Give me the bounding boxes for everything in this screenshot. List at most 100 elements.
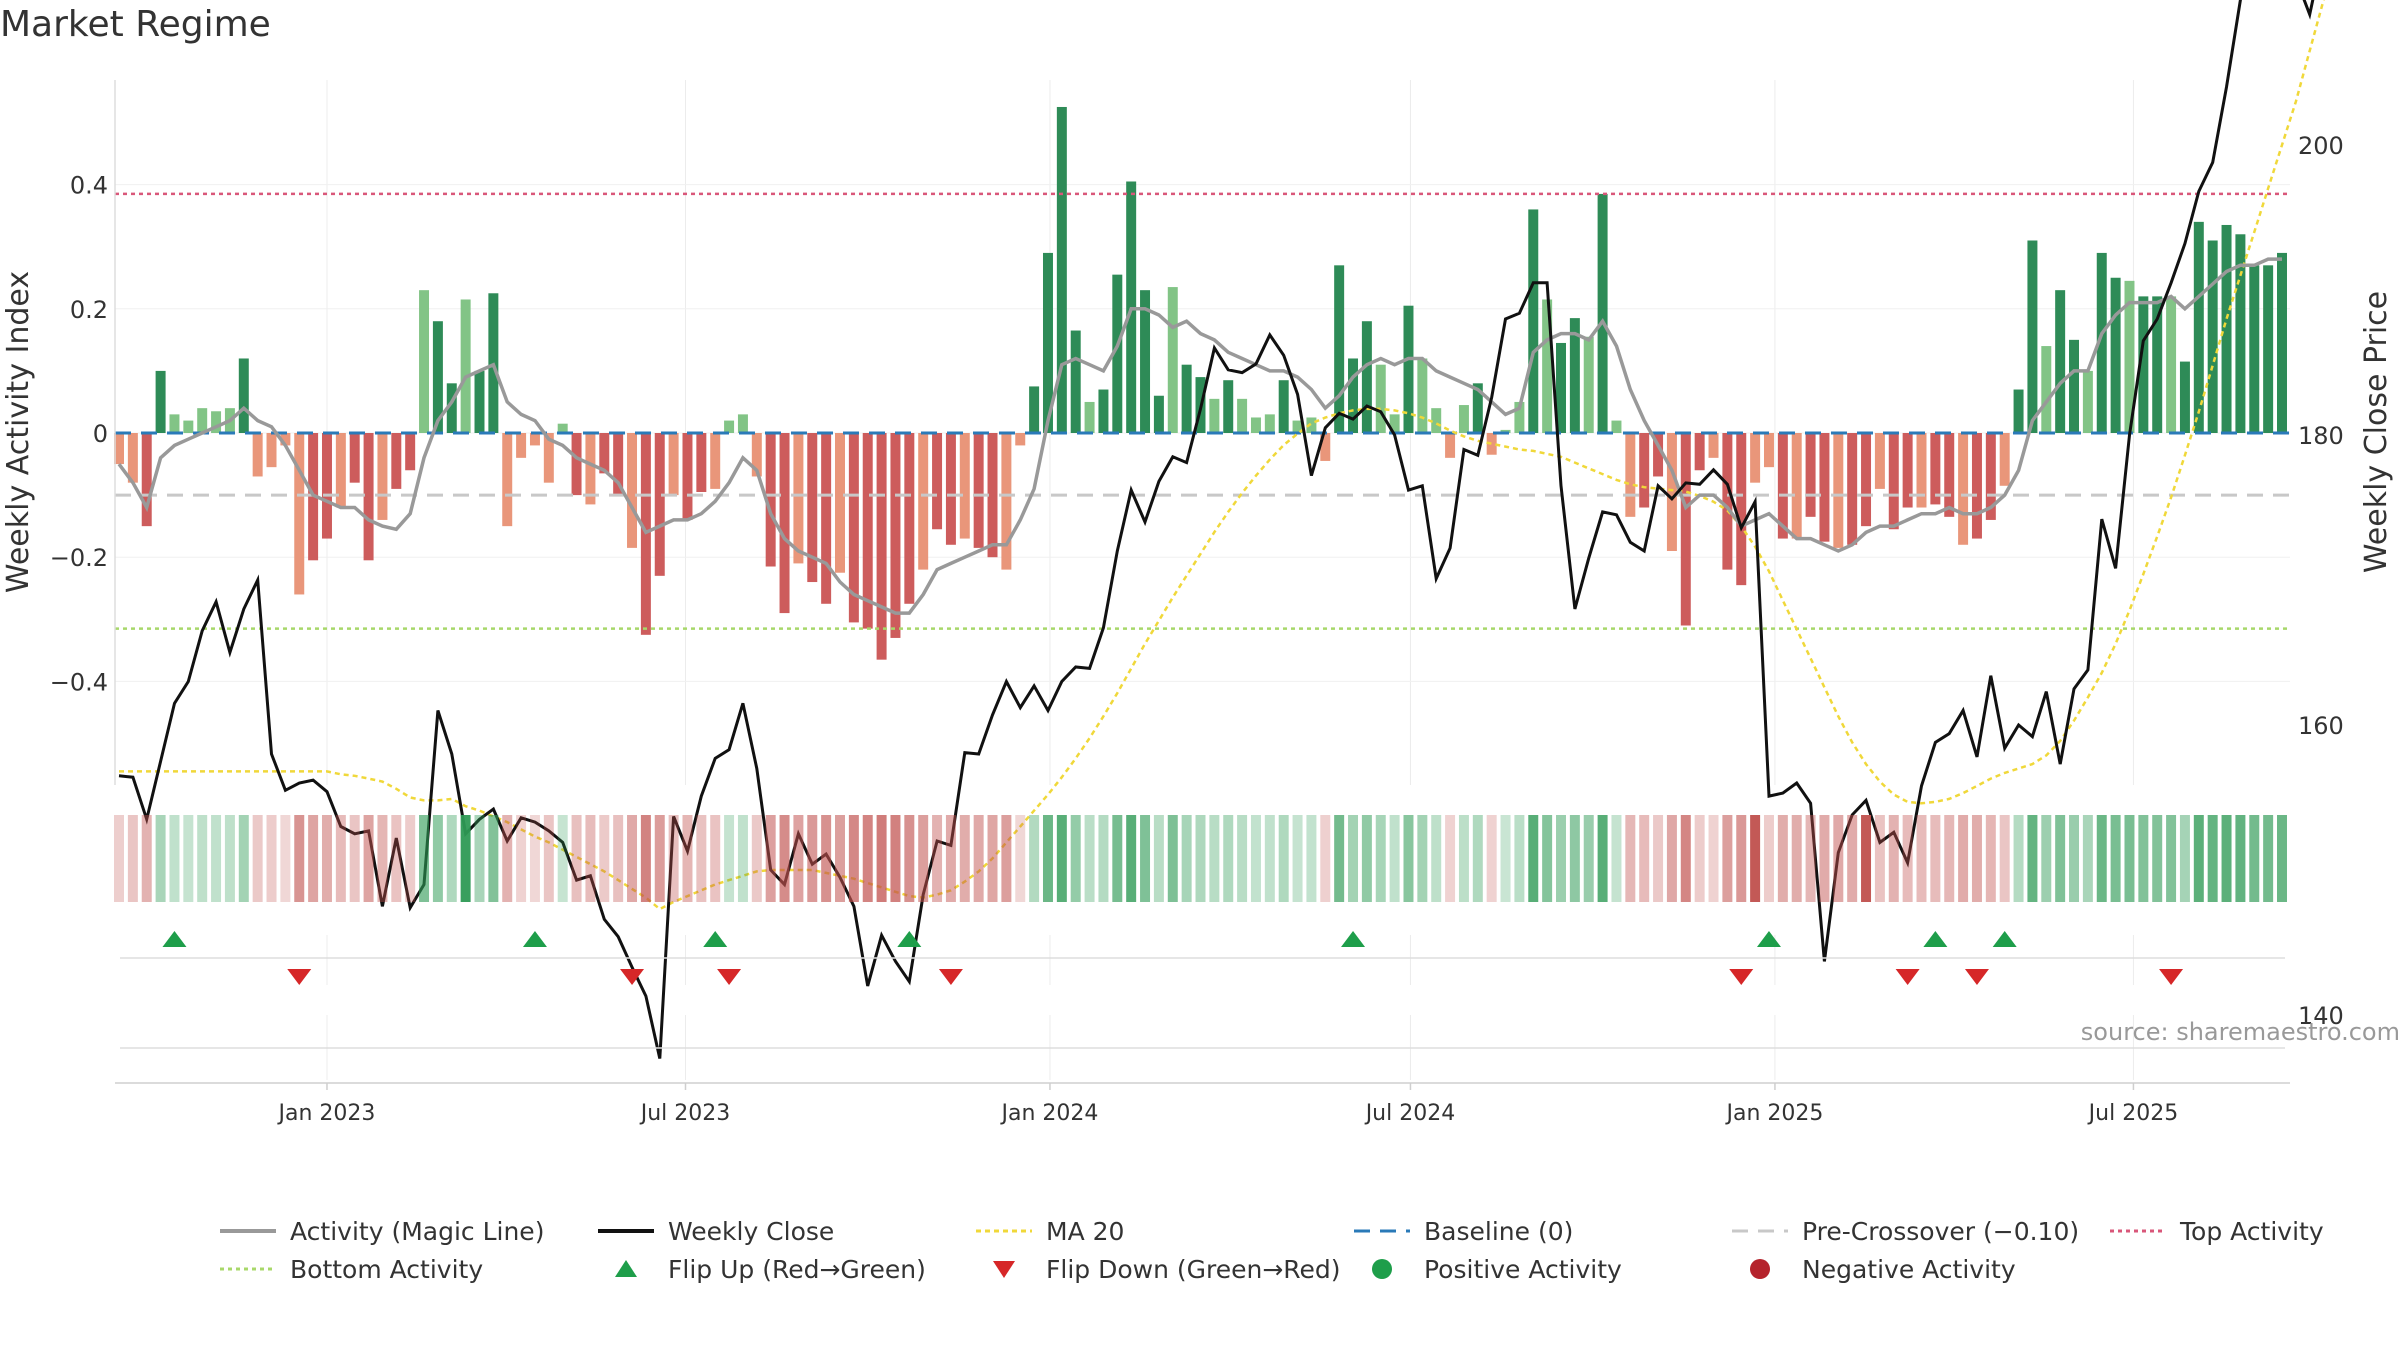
activity-bar: [2249, 265, 2260, 433]
activity-bar: [932, 433, 943, 530]
y-tick-label: 0: [93, 420, 108, 448]
activity-bar: [821, 433, 832, 604]
regime-strip-cell: [1237, 815, 1248, 902]
regime-strip-cell: [529, 815, 540, 902]
activity-bar: [613, 433, 624, 496]
activity-bar: [127, 433, 138, 483]
regime-strip-cell: [779, 815, 790, 902]
activity-bar: [543, 433, 554, 483]
activity-bar: [1167, 287, 1178, 433]
activity-bar: [349, 433, 360, 483]
y-tick-label: 0.4: [70, 172, 108, 200]
regime-strip-cell: [2055, 815, 2066, 902]
regime-strip-cell: [1542, 815, 1553, 902]
legend-swatch-flip-down-icon: [993, 1261, 1015, 1278]
activity-bar: [1680, 433, 1691, 626]
regime-strip-cell: [1084, 815, 1095, 902]
regime-strip-cell: [2110, 815, 2121, 902]
activity-bar: [1209, 398, 1220, 433]
activity-bar: [1278, 380, 1289, 433]
activity-bar: [1417, 358, 1428, 433]
regime-strip-cell: [1029, 815, 1040, 902]
activity-bar: [294, 433, 305, 595]
legend-row-2: Bottom Activity Flip Up (Red→Green) Flip…: [218, 1250, 2398, 1288]
activity-bar: [737, 414, 748, 433]
legend-item-flip-up: Flip Up (Red→Green): [596, 1250, 926, 1288]
activity-bar: [1902, 433, 1913, 508]
activity-bar: [1181, 364, 1192, 433]
flip-down-icon: [620, 969, 645, 985]
regime-strip-cell: [141, 815, 152, 902]
activity-bar: [1500, 429, 1511, 433]
activity-bar: [1777, 433, 1788, 539]
regime-strip-cell: [169, 815, 180, 902]
legend-label: MA 20: [1046, 1216, 1125, 1246]
flip-down-icon: [2159, 969, 2184, 985]
activity-bar: [1112, 274, 1123, 433]
activity-bar: [1306, 417, 1317, 433]
activity-bar: [1653, 433, 1664, 477]
activity-bar: [363, 433, 374, 561]
activity-bar: [959, 433, 970, 539]
regime-strip-cell: [1389, 815, 1400, 902]
activity-bar: [1819, 433, 1830, 542]
legend-label: Bottom Activity: [290, 1254, 484, 1284]
regime-strip-cell: [793, 815, 804, 902]
regime-strip-cell: [1874, 815, 1885, 902]
activity-bar: [2179, 361, 2190, 433]
activity-bar: [862, 433, 873, 629]
legend-swatch-top-activity: [2110, 1229, 2166, 1233]
activity-bar: [2193, 221, 2204, 433]
regime-strip-cell: [1763, 815, 1774, 902]
activity-bar: [183, 420, 194, 433]
activity-bar: [280, 433, 291, 446]
flip-down-icon: [1964, 969, 1989, 985]
regime-strip-cell: [1431, 815, 1442, 902]
regime-strip-cell: [1611, 815, 1622, 902]
regime-strip-cell: [543, 815, 554, 902]
legend: Activity (Magic Line) Weekly Close MA 20…: [218, 1212, 2398, 1288]
x-tick-label: Jul 2025: [2087, 1101, 2179, 1126]
activity-bar: [1223, 380, 1234, 433]
activity-bar: [1916, 433, 1927, 508]
flip-up-icon: [1756, 931, 1781, 947]
x-tick-label: Jan 2025: [1724, 1101, 1823, 1126]
regime-strip-cell: [2069, 815, 2080, 902]
activity-bar: [2166, 296, 2177, 433]
activity-bar: [654, 433, 665, 576]
activity-bar: [1569, 318, 1580, 433]
flip-up-icon: [1923, 931, 1948, 947]
y2-axis-title: Weekly Close Price: [2359, 291, 2394, 573]
activity-bar: [1403, 305, 1414, 433]
regime-strip-cell: [1486, 815, 1497, 902]
flip-up-icon: [1341, 931, 1366, 947]
activity-bar: [2069, 339, 2080, 433]
flip-markers: [120, 931, 2285, 985]
activity-bar: [2013, 389, 2024, 433]
regime-strip-cell: [571, 815, 582, 902]
regime-strip-cell: [1375, 815, 1386, 902]
regime-strip-cell: [1791, 815, 1802, 902]
regime-strip-cell: [1458, 815, 1469, 902]
activity-bar: [2096, 252, 2107, 433]
activity-bar: [1528, 209, 1539, 433]
flip-up-icon: [522, 931, 547, 947]
regime-strip-cell: [294, 815, 305, 902]
regime-strip-cell: [1417, 815, 1428, 902]
regime-strip-cell: [1292, 815, 1303, 902]
regime-strip-cell: [1361, 815, 1372, 902]
regime-strip-cell: [1514, 815, 1525, 902]
regime-strip-cell: [1971, 815, 1982, 902]
activity-bar: [1944, 433, 1955, 517]
regime-strip-cell: [1445, 815, 1456, 902]
activity-bar: [197, 408, 208, 433]
regime-strip-cell: [599, 815, 610, 902]
regime-strip-cell: [1805, 815, 1816, 902]
legend-swatch-flip-up-icon: [615, 1260, 637, 1277]
activity-bar: [793, 433, 804, 564]
regime-strip-cell: [1722, 815, 1733, 902]
regime-strip-cell: [2166, 815, 2177, 902]
regime-strip-cell: [640, 815, 651, 902]
activity-bar: [987, 433, 998, 558]
